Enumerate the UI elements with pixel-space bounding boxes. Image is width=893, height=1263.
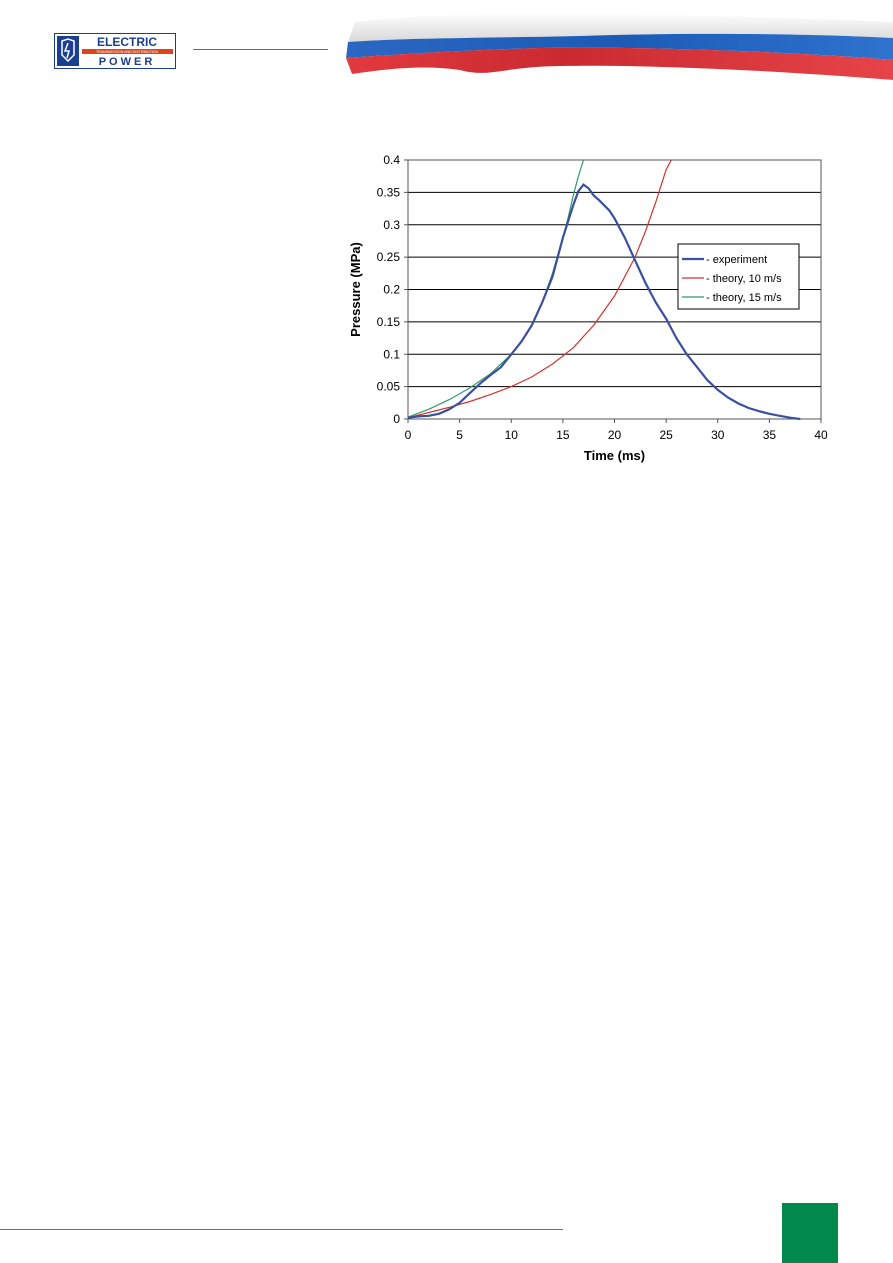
chart-series — [408, 159, 801, 420]
y-tick-label-3: 0.15 — [377, 315, 401, 329]
y-tick-label-1: 0.05 — [377, 380, 401, 394]
x-tick-label-2: 10 — [505, 428, 519, 442]
x-tick-label-0: 0 — [405, 428, 412, 442]
pressure-time-chart: 0 0.05 0.1 0.15 0.2 0.25 0.3 0.35 0.4 0 5 10 15 20 25… — [348, 153, 828, 463]
y-tick-label-6: 0.3 — [383, 218, 400, 232]
x-axis-label: Time (ms) — [584, 448, 645, 463]
x-tick-label-3: 15 — [556, 428, 570, 442]
x-axis-ticks: 0 5 10 15 20 25 30 35 40 — [405, 419, 828, 442]
legend-label-1: - theory, 10 m/s — [706, 273, 782, 285]
logo-line2: POWER — [99, 56, 156, 68]
y-tick-label-2: 0.1 — [383, 347, 400, 361]
y-axis-label: Pressure (MPa) — [348, 242, 363, 337]
series-line-0 — [408, 183, 801, 420]
logo-tagline: TRANSMISSION AND DISTRIBUTION — [96, 50, 159, 54]
y-axis-ticks: 0 0.05 0.1 0.15 0.2 0.25 0.3 0.35 0.4 — [377, 153, 408, 426]
y-tick-label-4: 0.2 — [383, 283, 400, 297]
chart-legend: - experiment - theory, 10 m/s - theory, 15… — [677, 243, 800, 310]
legend-label-0: - experiment — [706, 254, 767, 266]
x-tick-label-7: 35 — [763, 428, 777, 442]
y-tick-label-0: 0 — [393, 412, 400, 426]
series-line-2 — [408, 159, 585, 418]
header-rule — [193, 49, 328, 50]
y-tick-label-5: 0.25 — [377, 250, 401, 264]
logo-line1: ELECTRIC — [97, 35, 157, 49]
page-number-block — [782, 1203, 838, 1263]
footer-rule — [0, 1229, 563, 1230]
y-tick-label-7: 0.35 — [377, 185, 401, 199]
x-tick-label-5: 25 — [659, 428, 673, 442]
x-tick-label-4: 20 — [608, 428, 622, 442]
legend-box — [677, 243, 800, 310]
russian-flag-banner — [346, 12, 893, 80]
x-tick-label-6: 30 — [711, 428, 725, 442]
y-tick-label-8: 0.4 — [383, 153, 400, 167]
x-tick-label-8: 40 — [814, 428, 828, 442]
series-line-1 — [408, 159, 672, 419]
electric-power-logo: ELECTRIC TRANSMISSION AND DISTRIBUTION P… — [54, 33, 176, 69]
legend-label-2: - theory, 15 m/s — [706, 292, 782, 304]
x-tick-label-1: 5 — [456, 428, 463, 442]
